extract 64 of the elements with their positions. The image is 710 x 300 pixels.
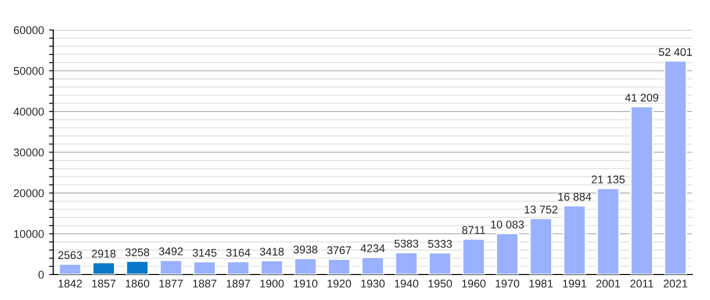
bar — [327, 258, 351, 274]
data-label: 3767 — [327, 246, 351, 254]
bar — [361, 256, 384, 274]
y-tick-label: 30000 — [14, 148, 44, 156]
bar — [294, 258, 318, 274]
data-label: 3492 — [159, 247, 183, 256]
x-tick-label: 1991 — [563, 280, 586, 288]
bar — [92, 262, 116, 274]
x-tick-label: 1897 — [226, 280, 250, 288]
data-label: 2563 — [58, 251, 82, 260]
bar — [664, 60, 688, 274]
x-tick-label: 1887 — [193, 280, 216, 288]
data-label: 13 752 — [524, 206, 558, 214]
bar — [260, 260, 284, 274]
data-label: 52 401 — [658, 48, 692, 56]
data-label: 3258 — [125, 248, 150, 256]
bar — [192, 260, 216, 274]
data-label: 4234 — [360, 244, 385, 252]
x-tick-label: 1970 — [496, 280, 520, 288]
bar — [394, 252, 418, 274]
bar — [529, 218, 553, 274]
bar — [562, 205, 586, 274]
bar — [226, 260, 250, 274]
data-label: 21 135 — [592, 176, 625, 184]
bar — [159, 260, 183, 274]
x-tick-label: 1857 — [92, 280, 116, 288]
x-tick-label: 1981 — [529, 280, 553, 288]
y-tick-label: 60000 — [14, 26, 44, 34]
bar — [428, 252, 452, 274]
bar — [462, 238, 486, 274]
x-tick-label: 1842 — [58, 280, 82, 288]
data-label: 41 209 — [625, 94, 658, 102]
bar — [58, 263, 82, 274]
x-tick-label: 1910 — [294, 280, 318, 288]
x-tick-label: 1920 — [328, 280, 352, 288]
y-tick-label: 40000 — [14, 108, 44, 116]
x-tick-label: 1930 — [361, 280, 385, 288]
data-label: 3145 — [192, 248, 216, 257]
data-label: 3938 — [294, 246, 318, 254]
data-label: 5333 — [428, 240, 452, 248]
y-tick-label: 50000 — [14, 67, 44, 75]
bar — [496, 232, 519, 274]
bar — [126, 260, 149, 274]
x-tick-label: 2001 — [596, 280, 620, 288]
bar — [630, 106, 654, 274]
data-label: 2918 — [92, 250, 116, 258]
x-tick-label: 1860 — [126, 280, 150, 288]
y-tick-label: 10000 — [14, 230, 44, 238]
y-tick-label: 20000 — [14, 189, 44, 198]
data-label: 10 083 — [491, 220, 524, 228]
data-label: 16 884 — [558, 192, 592, 201]
y-tick-label: 0 — [38, 270, 44, 279]
x-tick-label: 1960 — [462, 280, 486, 288]
x-tick-label: 2021 — [664, 280, 688, 288]
x-tick-label: 2011 — [630, 280, 654, 288]
x-tick-label: 1950 — [428, 280, 452, 288]
data-label: 8711 — [462, 226, 486, 234]
bar — [596, 188, 620, 274]
data-label: 3418 — [260, 248, 284, 256]
x-tick-label: 1877 — [159, 280, 183, 288]
data-label: 3164 — [226, 248, 250, 257]
data-label: 5383 — [394, 240, 418, 248]
x-tick-label: 1940 — [394, 280, 418, 288]
x-tick-label: 1900 — [260, 280, 284, 288]
